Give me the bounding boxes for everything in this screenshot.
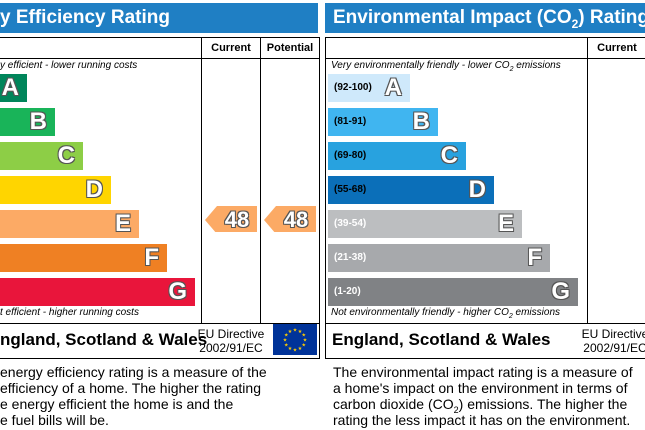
- environmental-band-range: (92-100): [334, 82, 372, 93]
- eu-star-icon: ★: [298, 329, 303, 335]
- environmental-band-range: (81-91): [334, 116, 367, 127]
- efficiency-band-a: A: [0, 74, 27, 102]
- environmental-directive-line2: 2002/91/EC: [583, 341, 645, 355]
- efficiency-band-letter: E: [114, 210, 131, 237]
- potential-column-header: Potential: [266, 42, 314, 54]
- efficiency-directive-line2: 2002/91/EC: [199, 341, 263, 355]
- environmental-band-letter: G: [551, 278, 570, 305]
- environmental-band-letter: F: [527, 244, 542, 271]
- eu-flag-icon: ★ ★★★★★★★★★★★: [273, 324, 317, 355]
- eu-star-icon: ★: [303, 338, 308, 344]
- environmental-directive-line1: EU Directive: [581, 327, 645, 341]
- current-rating-shape: [205, 206, 257, 232]
- eu-star-icon: ★: [301, 333, 306, 339]
- efficiency-description-line: energy efficiency rating is a measure of…: [0, 364, 267, 380]
- efficiency-band-letter: G: [168, 278, 187, 305]
- environmental-title: Environmental Impact (CO2) Rating: [333, 7, 645, 31]
- eu-star-icon: ★: [301, 343, 306, 349]
- efficiency-band-f: F: [0, 244, 167, 272]
- environmental-footer: [325, 322, 645, 359]
- efficiency-description-line: efficiency of a home. The higher the rat…: [0, 380, 261, 396]
- efficiency-band-letter: D: [85, 176, 103, 203]
- environmental-band-range: (21-38): [334, 252, 367, 263]
- current-rating-value: 48: [224, 207, 250, 232]
- environmental-impact-panel: Environmental Impact (CO2) Rating Curren…: [322, 0, 645, 430]
- efficiency-band-letter: F: [144, 244, 159, 271]
- efficiency-footer: [0, 322, 320, 359]
- environmental-top-note: Very environmentally friendly - lower CO…: [331, 60, 561, 73]
- potential-rating-shape: [264, 206, 316, 232]
- efficiency-top-note: y efficient - lower running costs: [0, 60, 138, 71]
- eu-star-icon: ★: [284, 333, 289, 339]
- environmental-band-d: (55-68) D: [328, 176, 494, 204]
- eu-star-icon: ★: [288, 346, 293, 352]
- efficiency-directive: EU Directive 2002/91/EC: [194, 327, 268, 355]
- eu-star-icon: ★: [283, 338, 288, 344]
- eu-star-icon: ★: [293, 348, 298, 354]
- environmental-band-range: (55-68): [334, 184, 367, 195]
- eu-flag-background: [273, 324, 317, 355]
- efficiency-band-c: C: [0, 142, 83, 170]
- env-current-column-header: Current: [597, 42, 637, 54]
- efficiency-description-line: e fuel bills will be.: [0, 412, 109, 428]
- energy-efficiency-panel: y Efficiency Rating Current Potential y …: [0, 0, 322, 430]
- efficiency-description-line: e energy efficient the home is and the: [0, 396, 234, 412]
- environmental-band-c: (69-80) C: [328, 142, 466, 170]
- environmental-band-f: (21-38) F: [328, 244, 550, 272]
- environmental-band-range: (1-20): [334, 286, 361, 297]
- environmental-description-line: rating the less impact it has on the env…: [333, 412, 631, 428]
- energy-efficiency-title: y Efficiency Rating: [0, 7, 170, 28]
- potential-rating-arrow: [264, 206, 316, 232]
- environmental-description-line: The environmental impact rating is a mea…: [333, 364, 633, 380]
- eu-star-icon: ★: [284, 343, 289, 349]
- environmental-band-letter: C: [440, 142, 458, 169]
- efficiency-band-letter: C: [57, 142, 75, 169]
- efficiency-region: ngland, Scotland & Wales: [0, 330, 208, 349]
- environmental-title-bar: Environmental Impact (CO2) Rating: [325, 3, 645, 33]
- environmental-band-e: (39-54) E: [328, 210, 522, 238]
- efficiency-directive-line1: EU Directive: [197, 327, 265, 341]
- efficiency-band-b: B: [0, 108, 55, 136]
- environmental-directive: EU Directive 2002/91/EC: [578, 327, 645, 355]
- eu-star-icon: ★: [298, 346, 303, 352]
- environmental-band-letter: D: [468, 176, 486, 203]
- environmental-description-line: a home's impact on the environment in te…: [333, 380, 628, 396]
- eu-star-icon: ★: [293, 328, 298, 334]
- environmental-band-range: (69-80): [334, 150, 367, 161]
- efficiency-band-e: E: [0, 210, 139, 238]
- eu-flag-stars: ★ ★★★★★★★★★★★: [283, 328, 308, 354]
- eu-star-icon: ★: [288, 329, 293, 335]
- environmental-region: England, Scotland & Wales: [332, 330, 551, 349]
- environmental-band-a: (92-100) A: [328, 74, 410, 102]
- energy-efficiency-title-bar: y Efficiency Rating: [0, 3, 318, 33]
- current-column-header: Current: [211, 42, 251, 54]
- environmental-band-letter: B: [412, 108, 430, 135]
- environmental-description-line: carbon dioxide (CO2) emissions. The high…: [333, 396, 628, 415]
- environmental-band-letter: E: [497, 210, 514, 237]
- environmental-band-g: (1-20) G: [328, 278, 578, 306]
- current-rating-arrow: [205, 206, 257, 232]
- efficiency-band-letter: B: [29, 108, 47, 135]
- efficiency-bottom-note: t efficient - higher running costs: [0, 307, 139, 318]
- environmental-bottom-note: Not environmentally friendly - higher CO…: [331, 307, 561, 320]
- environmental-band-range: (39-54): [334, 218, 367, 229]
- environmental-band-b: (81-91) B: [328, 108, 438, 136]
- efficiency-band-d: D: [0, 176, 111, 204]
- potential-rating-value: 48: [283, 207, 309, 232]
- efficiency-band-letter: A: [1, 74, 19, 101]
- efficiency-band-g: G: [0, 278, 195, 306]
- environmental-band-letter: A: [384, 74, 402, 101]
